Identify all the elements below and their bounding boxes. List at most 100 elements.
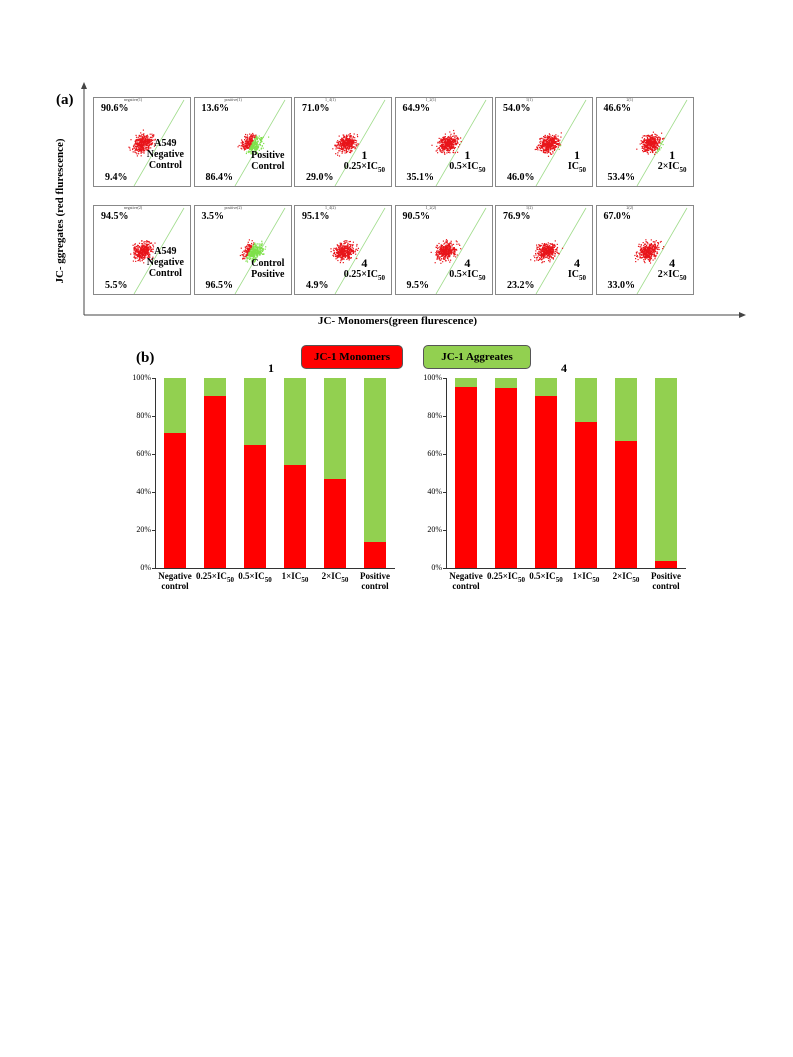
- y-tick-label: 100%: [423, 373, 442, 382]
- scatter-dots: [534, 99, 587, 186]
- x-tick-label: Negative control: [149, 571, 201, 591]
- condition-label: 1 0.5×IC50: [449, 148, 485, 176]
- bar-aggregates: [655, 378, 677, 562]
- mini-plot-title: 2(2): [626, 205, 634, 210]
- flow-plot-1-2: positive(1) 13.6% 86.4% Positive Control: [193, 97, 292, 187]
- flow-plot-2-1: negative(2) 94.5% 5.5% A549 Negative Control: [93, 205, 191, 295]
- y-tick-mark: [152, 568, 155, 569]
- condition-label-line: Control: [251, 258, 285, 269]
- top-percent: 76.9%: [503, 211, 531, 222]
- condition-label-line: 4: [669, 256, 676, 270]
- bar-aggregates: [535, 378, 557, 397]
- mini-plot-title: negative(2): [124, 205, 143, 210]
- y-tick-label: 40%: [136, 487, 151, 496]
- flow-plot-2-6: 2(2) 67.0% 33.0% 4 2×IC50: [595, 205, 694, 295]
- condition-label-line: 0.25×IC50: [343, 269, 385, 282]
- x-axis: [446, 568, 686, 569]
- x-tick-label-line: Positive: [360, 571, 390, 581]
- top-percent: 94.5%: [101, 211, 129, 222]
- bar-aggregates: [455, 378, 477, 388]
- x-tick-label: Positive control: [349, 571, 401, 591]
- bar-aggregates: [284, 378, 306, 466]
- chart-title: 1: [268, 361, 274, 375]
- scatter-dots: [128, 99, 185, 186]
- condition-label-line: 1: [669, 148, 676, 162]
- flow-plot-1-6: 2(1) 46.6% 53.4% 1 2×IC50: [595, 97, 694, 187]
- scatter-dots: [130, 207, 185, 294]
- legend-aggregates: JC-1 Aggreates: [423, 345, 531, 369]
- condition-label: 1 0.25×IC50: [344, 148, 385, 176]
- bar-aggregates: [324, 378, 346, 480]
- top-percent: 54.0%: [503, 103, 531, 114]
- gate-line: [334, 207, 386, 294]
- y-tick-mark: [152, 378, 155, 379]
- panel-a-axes: [81, 82, 746, 318]
- y-tick-mark: [152, 530, 155, 531]
- y-tick-label: 40%: [427, 487, 442, 496]
- condition-label-line: 0.5×IC50: [449, 269, 486, 282]
- scatter-dots: [234, 99, 285, 186]
- condition-label-line: 1: [464, 148, 471, 162]
- mini-plot-title: 1(1): [526, 97, 533, 102]
- condition-label: 1 2×IC50: [658, 148, 687, 176]
- condition-label: 1 IC50: [568, 148, 586, 176]
- panel-b-label: (b): [136, 350, 155, 366]
- bar-monomers: [284, 465, 306, 568]
- condition-label-line: Control: [251, 161, 285, 172]
- flow-plot-1-5: 1(1) 54.0% 46.0% 1 IC50: [495, 97, 593, 187]
- top-percent: 64.9%: [402, 103, 431, 114]
- top-percent: 90.5%: [402, 211, 431, 222]
- condition-label-line: 1: [573, 148, 580, 162]
- bottom-percent: 96.5%: [205, 280, 234, 291]
- condition-label-line: 1: [361, 148, 368, 162]
- x-tick-label: 0.5×IC50: [529, 571, 563, 584]
- top-percent: 67.0%: [603, 211, 632, 222]
- scatter-dots: [633, 207, 687, 294]
- condition-label-line: A549: [154, 246, 177, 257]
- condition-label-line: A549: [154, 138, 177, 149]
- y-tick-label: 20%: [136, 525, 151, 534]
- x-tick-label-line: control: [452, 581, 480, 591]
- bar-monomers: [204, 395, 226, 568]
- bottom-percent: 9.5%: [406, 280, 430, 291]
- x-tick-label: Negative control: [440, 571, 492, 591]
- bottom-percent: 29.0%: [306, 172, 334, 183]
- y-tick-label: 20%: [427, 525, 442, 534]
- condition-label-line: Control: [148, 160, 182, 171]
- condition-label-line: 4: [361, 256, 368, 270]
- condition-label-line: 4: [464, 256, 471, 270]
- y-tick-mark: [443, 568, 446, 569]
- bar-aggregates: [164, 378, 186, 434]
- top-percent: 3.5%: [201, 211, 225, 222]
- condition-label: A549 Negative Control: [147, 246, 184, 279]
- condition-label-line: Positive: [251, 269, 285, 280]
- y-tick-mark: [443, 378, 446, 379]
- bottom-percent: 86.4%: [205, 172, 234, 183]
- flow-plot-2-2: positive(2) 3.5% 96.5% Control Positive: [193, 205, 292, 295]
- x-tick-label-line: Negative: [158, 571, 192, 581]
- chart-title: 4: [561, 361, 567, 375]
- condition-label: 4 0.25×IC50: [343, 256, 385, 284]
- gate-line: [435, 99, 486, 186]
- x-tick-label: 1×IC50: [572, 571, 600, 584]
- condition-label-line: 2×IC50: [657, 269, 687, 282]
- flow-plot-2-3: 1_4(2) 95.1% 4.9% 4 0.25×IC50: [294, 205, 392, 295]
- y-tick-label: 100%: [132, 373, 151, 382]
- mini-plot-title: 1_4(2): [325, 205, 336, 210]
- top-percent: 71.0%: [302, 103, 330, 114]
- bar-monomers: [164, 433, 186, 568]
- top-percent: 95.1%: [302, 211, 330, 222]
- bar-monomers: [244, 444, 266, 568]
- bar-monomers: [324, 479, 346, 568]
- y-tick-mark: [152, 454, 155, 455]
- flow-plot-2-4: 1_2(2) 90.5% 9.5% 4 0.5×IC50: [394, 205, 493, 295]
- x-tick-label: Positive control: [640, 571, 692, 591]
- x-tick-label-line: Positive: [651, 571, 681, 581]
- scatter-dots: [430, 99, 486, 186]
- scatter-dots: [430, 207, 486, 294]
- x-tick-label-line: control: [652, 581, 680, 591]
- y-tick-label: 0%: [140, 563, 151, 572]
- condition-label: Control Positive: [251, 258, 284, 280]
- gate-line: [636, 99, 687, 186]
- y-tick-label: 80%: [427, 411, 442, 420]
